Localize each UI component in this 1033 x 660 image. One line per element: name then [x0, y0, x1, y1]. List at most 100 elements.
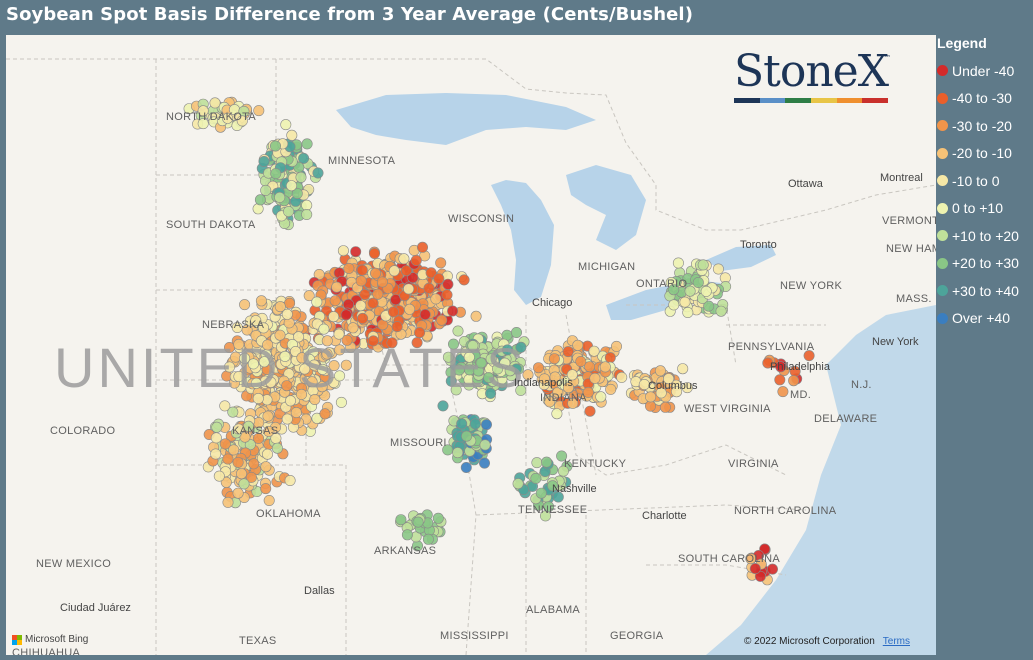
basis-point[interactable]: [470, 310, 482, 322]
basis-point[interactable]: [222, 453, 234, 465]
basis-point[interactable]: [281, 308, 293, 320]
basis-point[interactable]: [411, 337, 423, 349]
basis-point[interactable]: [388, 265, 400, 277]
basis-point[interactable]: [682, 306, 694, 318]
basis-point[interactable]: [227, 406, 239, 418]
basis-point[interactable]: [442, 351, 454, 363]
basis-point[interactable]: [340, 309, 352, 321]
basis-point[interactable]: [604, 352, 616, 364]
basis-point[interactable]: [359, 289, 371, 301]
basis-point[interactable]: [407, 272, 419, 284]
basis-point[interactable]: [416, 241, 428, 253]
basis-point[interactable]: [515, 384, 527, 396]
basis-point[interactable]: [436, 314, 448, 326]
basis-point[interactable]: [258, 156, 270, 168]
basis-point[interactable]: [301, 199, 313, 211]
basis-point[interactable]: [552, 386, 564, 398]
basis-point[interactable]: [316, 381, 328, 393]
basis-point[interactable]: [532, 362, 544, 374]
basis-point[interactable]: [548, 353, 560, 365]
basis-point[interactable]: [248, 458, 260, 470]
basis-point[interactable]: [284, 474, 296, 486]
basis-point[interactable]: [535, 487, 547, 499]
basis-point[interactable]: [692, 277, 704, 289]
basis-point[interactable]: [605, 383, 617, 395]
basis-point[interactable]: [404, 303, 416, 315]
basis-point[interactable]: [367, 297, 379, 309]
basis-point[interactable]: [250, 377, 262, 389]
basis-point[interactable]: [544, 396, 556, 408]
basis-point[interactable]: [209, 97, 221, 109]
basis-point[interactable]: [222, 496, 234, 508]
basis-point[interactable]: [766, 563, 778, 575]
basis-point[interactable]: [531, 457, 543, 469]
basis-point[interactable]: [279, 350, 291, 362]
basis-point[interactable]: [712, 263, 724, 275]
basis-point[interactable]: [515, 341, 527, 353]
basis-point[interactable]: [460, 461, 472, 473]
basis-point[interactable]: [478, 457, 490, 469]
basis-point[interactable]: [572, 339, 584, 351]
basis-point[interactable]: [467, 340, 479, 352]
basis-point[interactable]: [341, 334, 353, 346]
basis-point[interactable]: [530, 472, 542, 484]
basis-point[interactable]: [285, 180, 297, 192]
basis-point[interactable]: [239, 299, 251, 311]
basis-point[interactable]: [291, 188, 303, 200]
basis-point[interactable]: [313, 269, 325, 281]
basis-point[interactable]: [303, 290, 315, 302]
basis-point[interactable]: [400, 265, 412, 277]
basis-point[interactable]: [422, 533, 434, 545]
basis-point[interactable]: [243, 420, 255, 432]
basis-point[interactable]: [263, 494, 275, 506]
basis-point[interactable]: [355, 275, 367, 287]
basis-point[interactable]: [562, 382, 574, 394]
basis-point[interactable]: [321, 335, 333, 347]
basis-point[interactable]: [253, 432, 265, 444]
basis-point[interactable]: [252, 203, 264, 215]
basis-point[interactable]: [435, 257, 447, 269]
basis-point[interactable]: [398, 253, 410, 265]
basis-point[interactable]: [258, 322, 270, 334]
basis-point[interactable]: [329, 295, 341, 307]
basis-point[interactable]: [551, 408, 563, 420]
basis-point[interactable]: [219, 438, 231, 450]
basis-point[interactable]: [538, 373, 550, 385]
basis-point[interactable]: [644, 400, 656, 412]
basis-point[interactable]: [419, 308, 431, 320]
basis-point[interactable]: [295, 171, 307, 183]
basis-point[interactable]: [236, 468, 248, 480]
basis-point[interactable]: [432, 512, 444, 524]
basis-point[interactable]: [343, 262, 355, 274]
basis-point[interactable]: [510, 326, 522, 338]
basis-point[interactable]: [616, 371, 628, 383]
basis-point[interactable]: [567, 397, 579, 409]
basis-point[interactable]: [501, 344, 513, 356]
basis-point[interactable]: [321, 348, 333, 360]
basis-point[interactable]: [387, 306, 399, 318]
basis-point[interactable]: [575, 355, 587, 367]
basis-point[interactable]: [270, 168, 282, 180]
basis-point[interactable]: [610, 340, 622, 352]
basis-point[interactable]: [368, 248, 380, 260]
basis-point[interactable]: [238, 478, 250, 490]
basis-point[interactable]: [442, 278, 454, 290]
basis-point[interactable]: [296, 352, 308, 364]
basis-point[interactable]: [255, 295, 267, 307]
basis-point[interactable]: [350, 246, 362, 258]
basis-point[interactable]: [337, 245, 349, 257]
basis-point[interactable]: [306, 376, 318, 388]
terms-link[interactable]: Terms: [882, 636, 910, 647]
basis-point[interactable]: [328, 311, 340, 323]
basis-point[interactable]: [512, 478, 524, 490]
basis-point[interactable]: [219, 400, 231, 412]
basis-point[interactable]: [774, 374, 786, 386]
basis-point[interactable]: [254, 194, 266, 206]
basis-point[interactable]: [260, 184, 272, 196]
basis-point[interactable]: [645, 391, 657, 403]
basis-point[interactable]: [318, 323, 330, 335]
basis-point[interactable]: [588, 345, 600, 357]
basis-point[interactable]: [340, 359, 352, 371]
basis-point[interactable]: [492, 363, 504, 375]
basis-point[interactable]: [331, 281, 343, 293]
